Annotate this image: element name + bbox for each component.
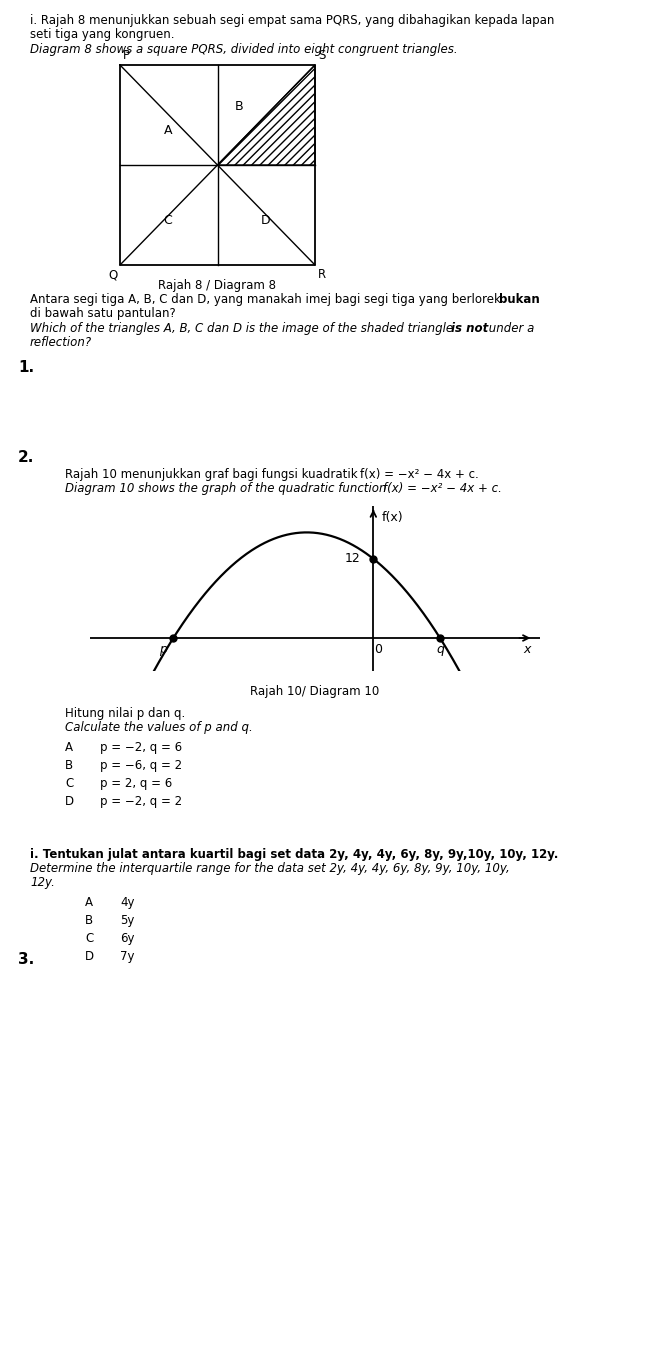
Text: C: C	[85, 932, 94, 945]
Text: D: D	[65, 795, 74, 809]
Text: p = −2, q = 6: p = −2, q = 6	[100, 740, 182, 754]
Text: Rajah 10 menunjukkan graf bagi fungsi kuadratik: Rajah 10 menunjukkan graf bagi fungsi ku…	[65, 469, 361, 481]
Text: f(x): f(x)	[382, 511, 403, 523]
Text: 6y: 6y	[120, 932, 135, 945]
Text: 3.: 3.	[18, 952, 34, 967]
Text: A: A	[164, 123, 172, 137]
Text: p = −6, q = 2: p = −6, q = 2	[100, 759, 182, 772]
Text: p = −2, q = 2: p = −2, q = 2	[100, 795, 182, 809]
Text: S: S	[318, 49, 325, 61]
Text: 12y.: 12y.	[30, 876, 55, 889]
Text: A: A	[65, 740, 73, 754]
Text: D: D	[261, 213, 270, 227]
Text: R: R	[318, 268, 326, 281]
Text: A: A	[85, 896, 93, 908]
Text: C: C	[164, 213, 172, 227]
Text: bukan: bukan	[499, 292, 540, 306]
Text: Rajah 8 / Diagram 8: Rajah 8 / Diagram 8	[159, 279, 277, 292]
Text: 5y: 5y	[120, 914, 134, 928]
Text: Diagram 10 shows the graph of the quadratic function: Diagram 10 shows the graph of the quadra…	[65, 482, 390, 494]
Text: under a: under a	[485, 322, 534, 335]
Text: D: D	[85, 949, 94, 963]
Text: B: B	[235, 101, 244, 113]
Text: Antara segi tiga A, B, C dan D, yang manakah imej bagi segi tiga yang berlorek: Antara segi tiga A, B, C dan D, yang man…	[30, 292, 504, 306]
Text: Diagram 8 shows a square PQRS, divided into eight congruent triangles.: Diagram 8 shows a square PQRS, divided i…	[30, 42, 457, 56]
Text: di bawah satu pantulan?: di bawah satu pantulan?	[30, 307, 175, 320]
Text: 4y: 4y	[120, 896, 135, 908]
Text: Rajah 10/ Diagram 10: Rajah 10/ Diagram 10	[250, 684, 380, 698]
Text: f(x) = −x² − 4x + c.: f(x) = −x² − 4x + c.	[360, 469, 479, 481]
Text: 0: 0	[374, 643, 382, 656]
Text: 1.: 1.	[18, 361, 34, 376]
Text: is not: is not	[451, 322, 488, 335]
Text: C: C	[65, 777, 74, 790]
Text: seti tiga yang kongruen.: seti tiga yang kongruen.	[30, 27, 175, 41]
Text: 7y: 7y	[120, 949, 135, 963]
Text: i. Rajah 8 menunjukkan sebuah segi empat sama PQRS, yang dibahagikan kepada lapa: i. Rajah 8 menunjukkan sebuah segi empat…	[30, 14, 554, 27]
Text: Determine the interquartile range for the data set 2y, 4y, 4y, 6y, 8y, 9y, 10y, : Determine the interquartile range for th…	[30, 862, 510, 876]
Text: B: B	[85, 914, 93, 928]
Text: 12: 12	[344, 552, 360, 566]
Text: f(x) = −x² − 4x + c.: f(x) = −x² − 4x + c.	[383, 482, 502, 494]
Text: P: P	[123, 49, 130, 61]
Text: Calculate the values of p and q.: Calculate the values of p and q.	[65, 721, 253, 734]
Text: p = 2, q = 6: p = 2, q = 6	[100, 777, 172, 790]
Text: 2.: 2.	[18, 449, 34, 464]
Text: q: q	[436, 643, 444, 656]
Text: i. Tentukan julat antara kuartil bagi set data 2y, 4y, 4y, 6y, 8y, 9y,10y, 10y, : i. Tentukan julat antara kuartil bagi se…	[30, 848, 559, 861]
Text: Hitung nilai p dan q.: Hitung nilai p dan q.	[65, 708, 185, 720]
Text: x: x	[523, 643, 530, 656]
Text: reflection?: reflection?	[30, 336, 92, 348]
Text: p: p	[159, 643, 167, 656]
Text: Which of the triangles A, B, C dan D is the image of the shaded triangle: Which of the triangles A, B, C dan D is …	[30, 322, 457, 335]
Text: B: B	[65, 759, 73, 772]
Text: Q: Q	[109, 268, 118, 281]
